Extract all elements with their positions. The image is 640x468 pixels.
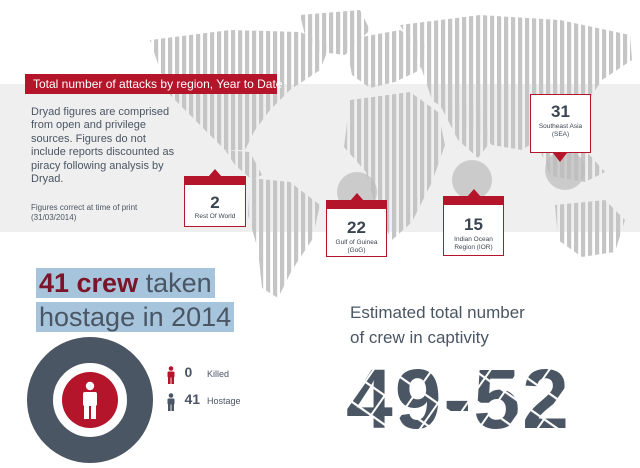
gog-label-line1: Gulf of Guinea — [335, 239, 378, 246]
ior-label-line2: Region (IOR) — [454, 244, 493, 251]
rest-of-world-label: Rest Of World — [194, 213, 236, 220]
legend-killed: 0 Killed — [166, 364, 229, 384]
gog-pointer — [350, 193, 364, 201]
legend-hostage: 41 Hostage — [166, 391, 241, 411]
sea-label-line2: (SEA) — [551, 131, 570, 138]
intro-text: Dryad figures are comprised from open an… — [31, 106, 175, 186]
gog-label-line2: (GoG) — [347, 247, 366, 254]
rest-of-world-pointer — [208, 169, 222, 177]
gog-value: 22 — [347, 218, 366, 237]
hostage-title-rest: taken — [138, 268, 212, 298]
rest-of-world-value: 2 — [210, 193, 220, 212]
captivity-title: Estimated total number of crew in captiv… — [350, 300, 525, 350]
killed-value: 0 — [184, 364, 193, 380]
person-icon — [83, 381, 97, 419]
hostage-title-line2: hostage in 2014 — [36, 302, 235, 332]
captivity-title-line1: Estimated total number — [350, 303, 525, 322]
callout-southeast-asia: 31 Southeast Asia (SEA) — [530, 94, 591, 153]
hostage-title-highlight: 41 crew — [39, 268, 139, 298]
callout-rest-of-world: 2 Rest Of World — [184, 176, 246, 227]
captivity-range: 49-52 — [346, 352, 571, 442]
captivity-title-line2: of crew in captivity — [350, 328, 489, 347]
hostage-label: Hostage — [207, 396, 241, 406]
hostage-value: 41 — [184, 391, 201, 407]
ior-pointer — [467, 189, 481, 197]
sea-value: 31 — [551, 102, 570, 121]
ior-marker — [452, 160, 492, 200]
figures-note: Figures correct at time of print (31/03/… — [31, 203, 138, 222]
hostage-person-icon — [167, 392, 175, 411]
ior-value: 15 — [464, 215, 483, 234]
sea-label-line1: Southeast Asia — [538, 123, 583, 130]
callout-indian-ocean: 15 Indian Ocean Region (IOR) — [443, 196, 504, 256]
killed-person-icon — [167, 365, 175, 384]
captivity-range-value: 49-52 — [346, 352, 571, 442]
killed-label: Killed — [207, 369, 230, 379]
attacks-header: Total number of attacks by region, Year … — [25, 74, 282, 94]
sea-pointer — [553, 153, 567, 162]
world-map — [150, 10, 632, 298]
callout-gulf-of-guinea: 22 Gulf of Guinea (GoG) — [326, 200, 387, 257]
hostage-title: 41 crew taken hostage in 2014 — [36, 266, 235, 334]
ior-label-line1: Indian Ocean — [454, 236, 493, 243]
